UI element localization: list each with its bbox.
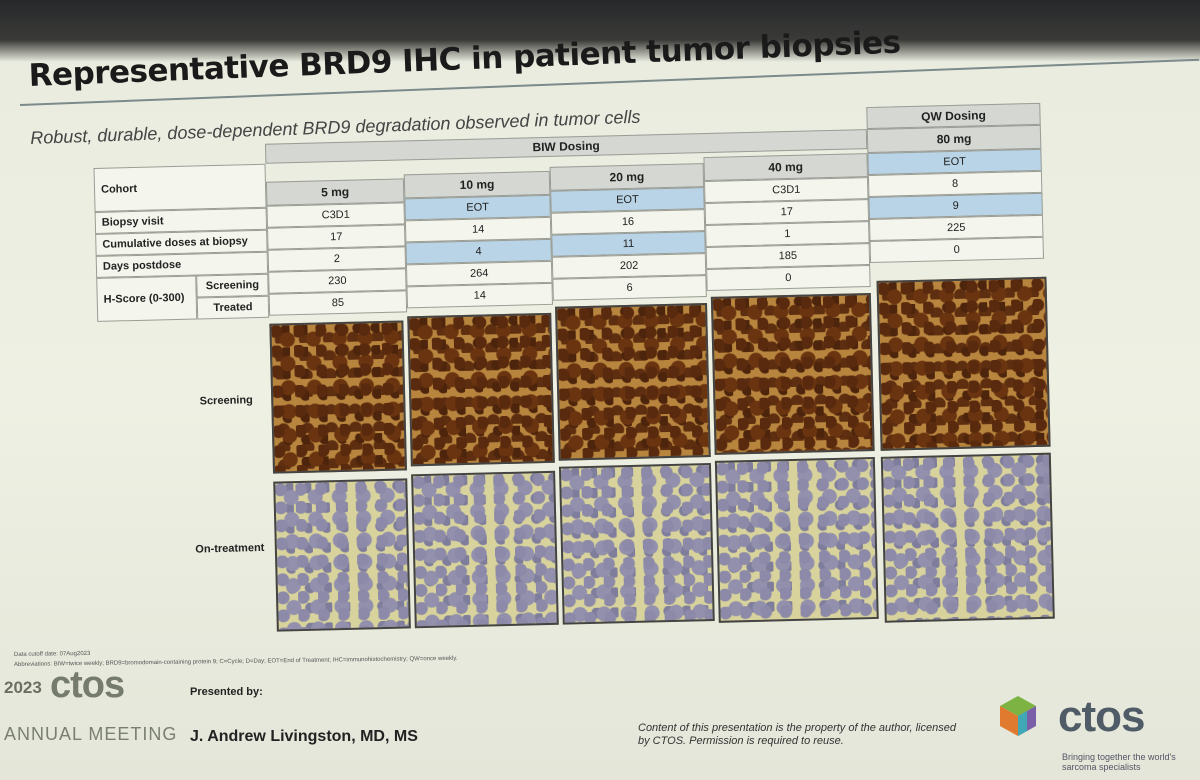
meeting-year: 2023 <box>4 678 42 697</box>
data-cutoff-note: Data cutoff date: 07Aug2023 <box>14 650 91 658</box>
meeting-name: ANNUAL MEETING <box>4 724 178 744</box>
copyright-notice: Content of this presentation is the prop… <box>638 722 956 747</box>
row-label-hscore-treated: Treated <box>196 295 270 320</box>
slide-title: Representative BRD9 IHC in patient tumor… <box>28 24 902 94</box>
ihc-image-screening-10mg <box>407 312 555 467</box>
hscore-treated-10mg: 14 <box>406 282 553 309</box>
cohort-5mg: 5 mg <box>265 178 405 206</box>
ihc-image-treatment-20mg <box>558 462 715 625</box>
hscore-treated-80mg: 0 <box>869 236 1045 264</box>
ctos-logo-text: ctos <box>1058 692 1145 741</box>
meeting-logo-text: ctos <box>50 664 125 706</box>
row-label-hscore: H-Score (0-300) <box>96 275 198 322</box>
ihc-image-screening-40mg <box>710 293 875 455</box>
ihc-image-screening-5mg <box>269 320 407 474</box>
presented-by-label: Presented by: <box>190 686 263 698</box>
hscore-treated-20mg: 6 <box>552 275 707 301</box>
ihc-image-treatment-10mg <box>411 470 559 629</box>
ihc-image-treatment-5mg <box>273 478 411 632</box>
ihc-image-treatment-40mg <box>714 456 879 623</box>
ihc-image-treatment-80mg <box>880 452 1055 623</box>
presenter-name: J. Andrew Livingston, MD, MS <box>190 728 418 745</box>
ihc-image-screening-80mg <box>876 276 1051 451</box>
ihc-image-screening-20mg <box>555 303 711 461</box>
cohort-10mg: 10 mg <box>403 170 551 199</box>
row-label-hscore-screening: Screening <box>196 273 269 298</box>
screening-row-label: Screening <box>199 394 253 408</box>
results-table: BIW Dosing QW Dosing Cohort 5 mg 10 mg 2… <box>92 83 1055 632</box>
ctos-tagline: Bringing together the world's sarcoma sp… <box>1062 752 1176 772</box>
cohort-label: Cohort <box>93 163 267 212</box>
ctos-cube-icon <box>1000 696 1036 736</box>
treatment-row-label: On-treatment <box>195 541 265 556</box>
hscore-treated-40mg: 0 <box>706 265 871 292</box>
hscore-treated-5mg: 85 <box>268 290 408 316</box>
